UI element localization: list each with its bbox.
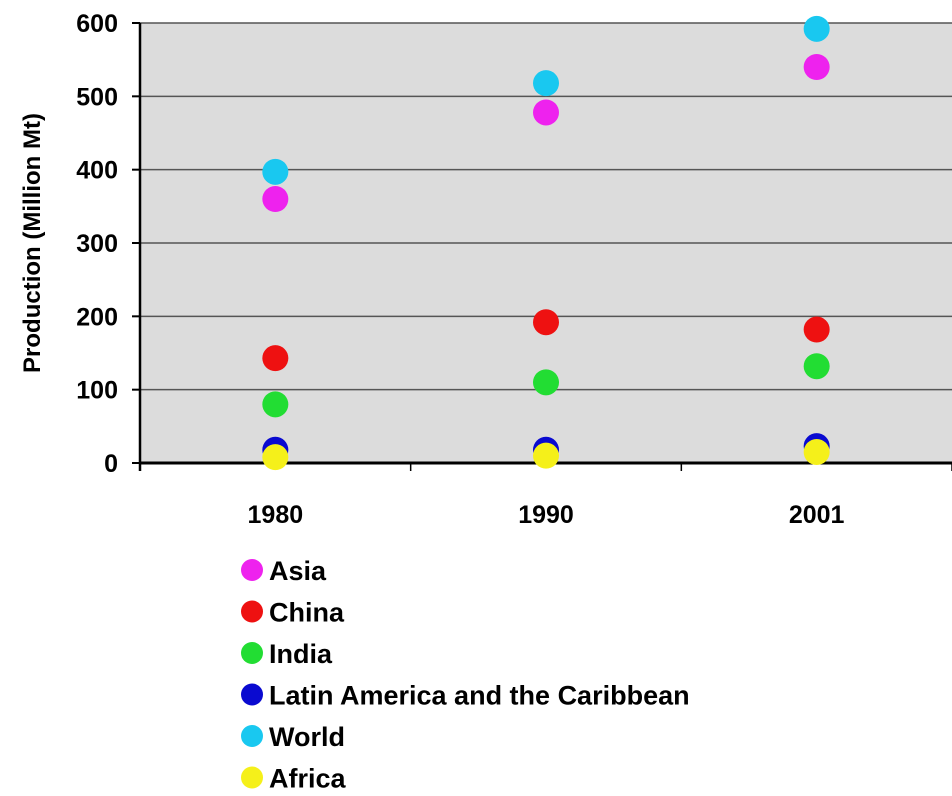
data-point: [803, 439, 830, 465]
data-point: [533, 70, 559, 97]
y-tick-label: 0: [104, 450, 118, 478]
data-point: [803, 54, 830, 80]
legend-marker: [241, 725, 263, 747]
data-point: [262, 158, 289, 185]
y-tick-label: 600: [76, 10, 118, 38]
data-point: [533, 99, 559, 126]
data-point: [803, 353, 830, 380]
data-point: [803, 15, 830, 42]
legend-marker: [241, 642, 263, 664]
legend-label: Asia: [269, 556, 327, 586]
data-point: [533, 309, 559, 336]
y-tick-label: 500: [76, 83, 118, 111]
data-point: [262, 391, 289, 418]
legend-label: China: [269, 598, 345, 628]
data-point: [262, 444, 289, 471]
x-tick-label: 1980: [248, 501, 304, 529]
y-tick-label: 300: [76, 230, 118, 258]
data-point: [803, 316, 830, 343]
y-axis-title: Production (Million Mt): [19, 113, 46, 373]
x-tick-label: 1990: [518, 501, 574, 529]
data-point: [533, 369, 559, 396]
legend-label: World: [269, 722, 345, 752]
data-point: [262, 186, 289, 212]
y-tick-label: 400: [76, 157, 118, 185]
legend-label: Latin America and the Caribbean: [269, 681, 690, 711]
y-tick-label: 100: [76, 377, 118, 405]
data-point: [262, 345, 289, 372]
legend-marker: [241, 766, 263, 789]
legend-marker: [241, 559, 263, 581]
legend-marker: [241, 600, 263, 623]
legend-label: India: [269, 639, 333, 669]
x-tick-label: 2001: [789, 501, 845, 529]
data-point: [533, 442, 559, 469]
legend-label: Africa: [269, 764, 347, 794]
legend-marker: [241, 683, 263, 706]
y-tick-label: 200: [76, 303, 118, 331]
